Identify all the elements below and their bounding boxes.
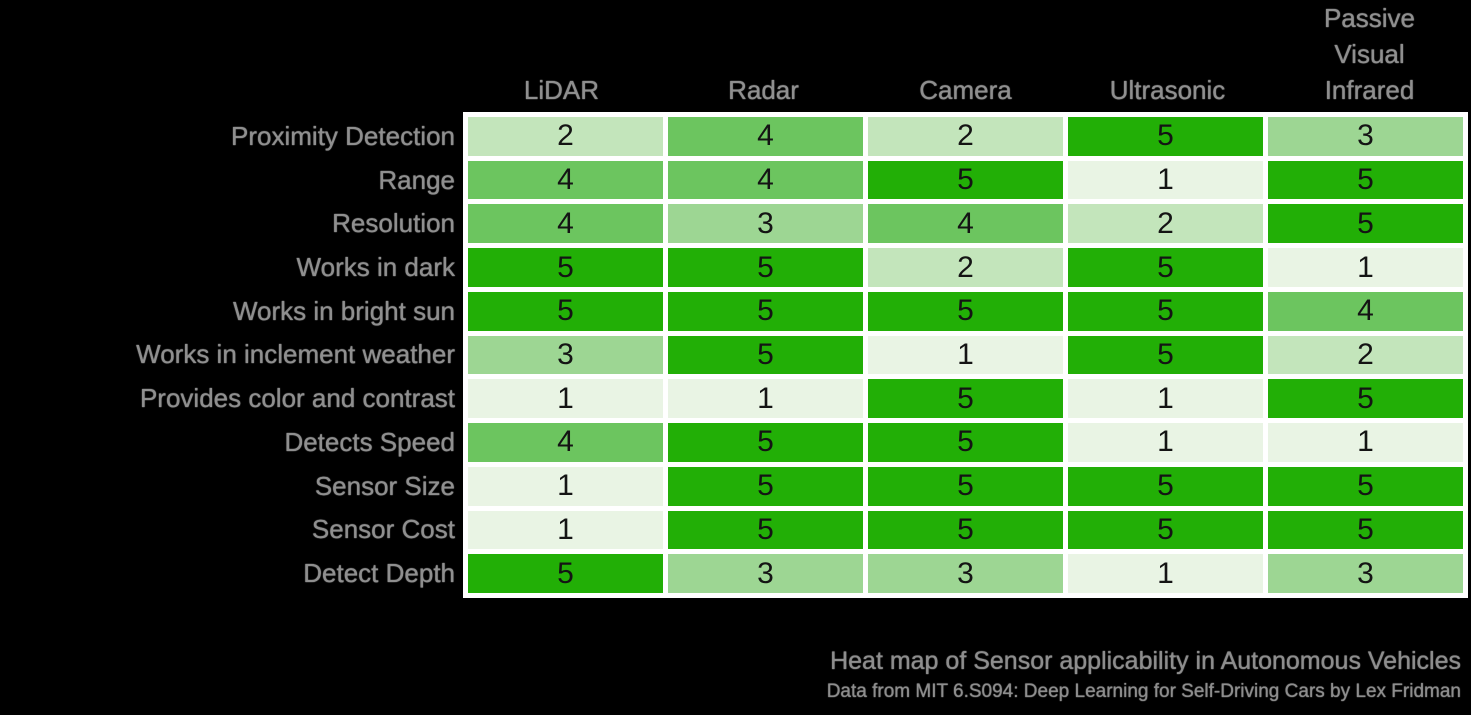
heatmap-cell-r5-c3: 5 (868, 291, 1063, 331)
caption: Heat map of Sensor applicability in Auto… (827, 646, 1461, 704)
heatmap-cell-r1-c2: 4 (668, 117, 863, 156)
row-label-detect-depth: Detect Depth (303, 558, 455, 589)
column-header-passive-visual-infrared: Passive Visual Infrared (1271, 0, 1468, 112)
column-header-lidar: LiDAR (463, 72, 660, 112)
heatmap-cell-r1-c4: 5 (1068, 117, 1263, 156)
column-header-line: LiDAR (523, 75, 600, 105)
heatmap-cell-r11-c4: 1 (1068, 554, 1263, 593)
heatmap-cell-r8-c5: 1 (1268, 423, 1463, 462)
heatmap-cell-r8-c3: 5 (868, 423, 1063, 462)
heatmap-cell-r1-c1: 2 (468, 117, 663, 156)
row-label-proximity-detection: Proximity Detection (231, 120, 455, 151)
heatmap-cell-r10-c5: 5 (1268, 510, 1463, 550)
heatmap-cell-r9-c5: 5 (1268, 466, 1463, 506)
heatmap-cell-r10-c4: 5 (1068, 510, 1263, 550)
heatmap-cell-r11-c1: 5 (468, 554, 663, 593)
heatmap-cell-r7-c5: 5 (1268, 379, 1463, 419)
heatmap-cell-r11-c2: 3 (668, 554, 863, 593)
heatmap-cell-r5-c4: 5 (1068, 291, 1263, 331)
heatmap-cell-r6-c5: 2 (1268, 335, 1463, 375)
chart-subtitle: Data from MIT 6.S094: Deep Learning for … (826, 681, 1461, 702)
heatmap-cell-r4-c1: 5 (468, 248, 663, 287)
heatmap-cell-r9-c1: 1 (468, 466, 663, 506)
heatmap-cell-r10-c1: 1 (468, 510, 663, 550)
heatmap-cell-r5-c1: 5 (468, 291, 663, 331)
row-label-works-in-inclement-weather: Works in inclement weather (136, 339, 455, 370)
heatmap-cell-r6-c3: 1 (868, 335, 1063, 375)
heatmap-cell-r5-c5: 4 (1268, 291, 1463, 331)
row-label-range: Range (378, 164, 455, 195)
heatmap-cell-r3-c2: 3 (668, 204, 863, 244)
row-label-resolution: Resolution (332, 208, 455, 239)
heatmap-cell-r8-c4: 1 (1068, 423, 1263, 462)
row-label-provides-color-and-contrast: Provides color and contrast (139, 383, 455, 414)
heatmap-cell-r7-c2: 1 (668, 379, 863, 419)
row-label-sensor-size: Sensor Size (314, 470, 455, 501)
column-header-line: Visual (1334, 39, 1405, 69)
column-header-line: Infrared (1324, 75, 1415, 105)
heatmap-cell-r6-c4: 5 (1068, 335, 1263, 375)
column-header-line: Camera (919, 75, 1012, 105)
heatmap-cell-r3-c5: 5 (1268, 204, 1463, 244)
heatmap-cell-r10-c2: 5 (668, 510, 863, 550)
column-header-line: Passive (1323, 3, 1416, 33)
heatmap-cell-r3-c3: 4 (868, 204, 1063, 244)
column-header-ultrasonic: Ultrasonic (1069, 72, 1266, 112)
column-header-line: Ultrasonic (1109, 75, 1226, 105)
row-label-sensor-cost: Sensor Cost (311, 514, 455, 545)
heatmap-cell-r4-c2: 5 (668, 248, 863, 287)
heatmap-cell-r1-c5: 3 (1268, 117, 1463, 156)
heatmap-cell-r7-c3: 5 (868, 379, 1063, 419)
heatmap-cell-r6-c1: 3 (468, 335, 663, 375)
heatmap-cell-r9-c3: 5 (868, 466, 1063, 506)
heatmap-cell-r2-c5: 5 (1268, 160, 1463, 200)
heatmap-cell-r6-c2: 5 (668, 335, 863, 375)
heatmap-cell-r5-c2: 5 (668, 291, 863, 331)
heatmap-cell-r9-c2: 5 (668, 466, 863, 506)
heatmap-cell-r2-c1: 4 (468, 160, 663, 200)
heatmap-cell-r11-c3: 3 (868, 554, 1063, 593)
heatmap-cell-r2-c4: 1 (1068, 160, 1263, 200)
heatmap-cell-r9-c4: 5 (1068, 466, 1263, 506)
heatmap-cell-r8-c1: 4 (468, 423, 663, 462)
row-label-works-in-bright-sun: Works in bright sun (232, 295, 455, 326)
heatmap-cell-r3-c1: 4 (468, 204, 663, 244)
heatmap-cell-r4-c4: 5 (1068, 248, 1263, 287)
row-label-works-in-dark: Works in dark (296, 252, 455, 283)
heatmap-cell-r8-c2: 5 (668, 423, 863, 462)
column-header-radar: Radar (665, 72, 862, 112)
heatmap-cell-r10-c3: 5 (868, 510, 1063, 550)
heatmap-cell-r2-c2: 4 (668, 160, 863, 200)
heatmap-cell-r11-c5: 3 (1268, 554, 1463, 593)
heatmap-cell-r7-c4: 1 (1068, 379, 1263, 419)
column-header-line: Radar (728, 75, 799, 105)
heatmap-cell-r1-c3: 2 (868, 117, 1063, 156)
column-headers: LiDAR Radar Camera Ultrasonic Passive Visual I… (463, 0, 1468, 110)
heatmap-cell-r7-c1: 1 (468, 379, 663, 419)
heatmap-cell-r4-c3: 2 (868, 248, 1063, 287)
heatmap-cell-r2-c3: 5 (868, 160, 1063, 200)
chart-title: Heat map of Sensor applicability in Auto… (830, 647, 1461, 675)
heatmap-cell-r4-c5: 1 (1268, 248, 1463, 287)
column-header-camera: Camera (867, 72, 1064, 112)
row-labels: Proximity Detection Range Resolution Works … (0, 112, 455, 598)
row-label-detects-speed: Detects Speed (284, 426, 455, 457)
heatmap-cell-r3-c4: 2 (1068, 204, 1263, 244)
